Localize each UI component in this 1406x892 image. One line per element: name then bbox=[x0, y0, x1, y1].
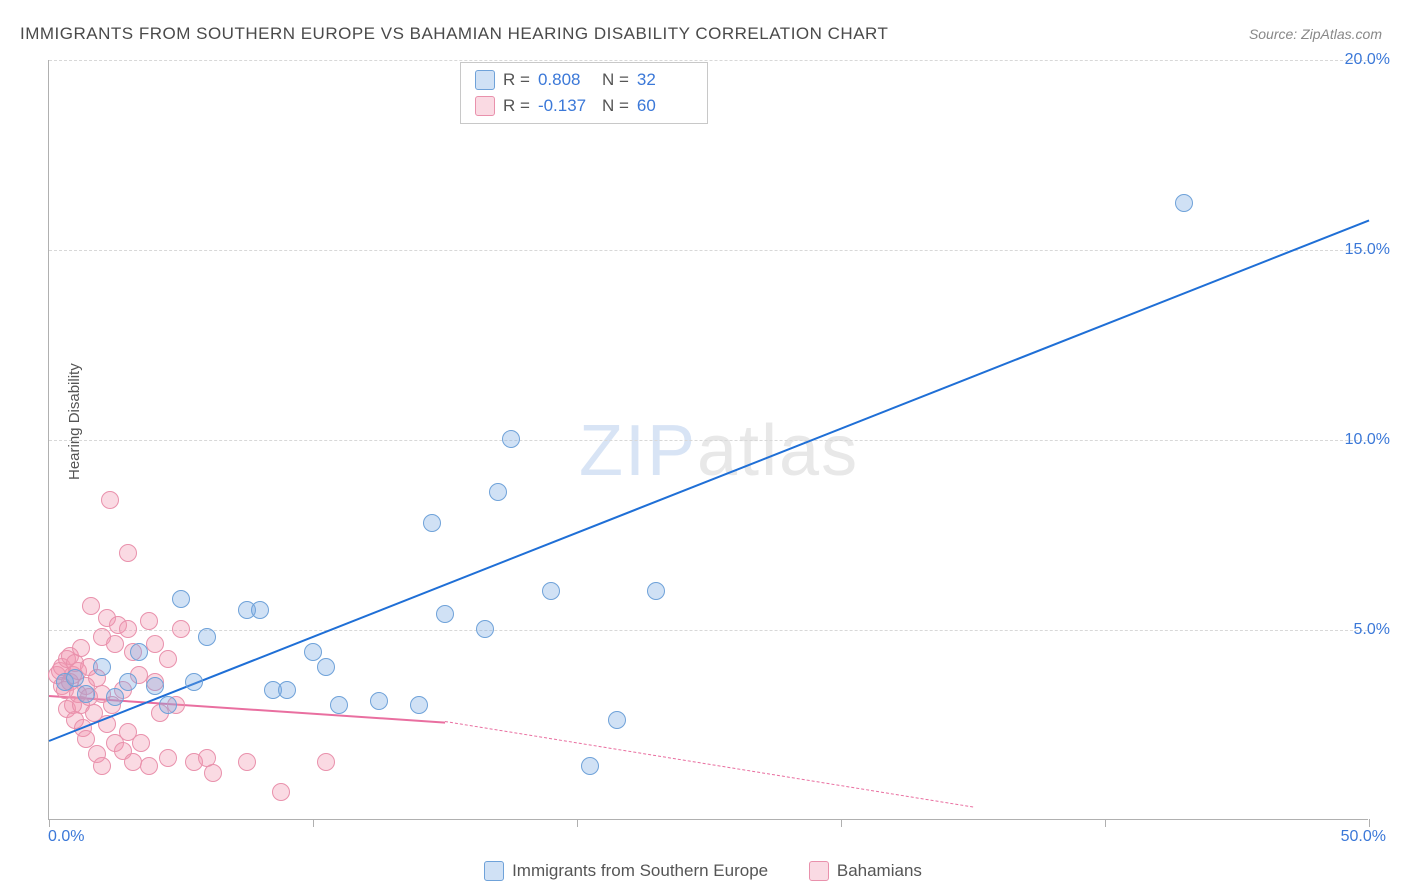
data-point bbox=[101, 491, 119, 509]
legend-swatch-series-1 bbox=[809, 861, 829, 881]
y-tick-label: 15.0% bbox=[1345, 241, 1390, 259]
data-point bbox=[410, 696, 428, 714]
y-tick-label: 20.0% bbox=[1345, 51, 1390, 69]
data-point bbox=[146, 635, 164, 653]
data-point bbox=[423, 514, 441, 532]
data-point bbox=[436, 605, 454, 623]
data-point bbox=[93, 757, 111, 775]
plot: ZIPatlas bbox=[48, 60, 1368, 820]
x-tick bbox=[49, 819, 50, 827]
x-tick-label-max: 50.0% bbox=[1341, 828, 1386, 846]
data-point bbox=[647, 582, 665, 600]
gridline-h bbox=[49, 440, 1368, 441]
legend-item-1: Bahamians bbox=[809, 861, 922, 881]
data-point bbox=[93, 658, 111, 676]
chart-area: ZIPatlas Hearing Disability bbox=[48, 60, 1368, 820]
gridline-h bbox=[49, 250, 1368, 251]
data-point bbox=[251, 601, 269, 619]
data-point bbox=[198, 628, 216, 646]
data-point bbox=[172, 620, 190, 638]
data-point bbox=[172, 590, 190, 608]
gridline-h bbox=[49, 60, 1368, 61]
y-tick-label: 5.0% bbox=[1354, 621, 1390, 639]
data-point bbox=[159, 650, 177, 668]
data-point bbox=[370, 692, 388, 710]
data-point bbox=[185, 673, 203, 691]
legend-swatch-1 bbox=[475, 96, 495, 116]
trend-line bbox=[49, 220, 1370, 742]
gridline-h bbox=[49, 630, 1368, 631]
data-point bbox=[317, 658, 335, 676]
data-point bbox=[106, 688, 124, 706]
x-tick bbox=[577, 819, 578, 827]
data-point bbox=[119, 544, 137, 562]
data-point bbox=[502, 430, 520, 448]
data-point bbox=[140, 612, 158, 630]
r-label-0: R = bbox=[503, 67, 530, 93]
data-point bbox=[119, 620, 137, 638]
legend-stats-row-1: R = -0.137 N = 60 bbox=[475, 93, 693, 119]
data-point bbox=[119, 673, 137, 691]
data-point bbox=[489, 483, 507, 501]
n-label-0: N = bbox=[602, 67, 629, 93]
data-point bbox=[238, 753, 256, 771]
watermark-zip: ZIP bbox=[579, 411, 697, 491]
data-point bbox=[82, 597, 100, 615]
data-point bbox=[72, 639, 90, 657]
data-point bbox=[106, 635, 124, 653]
data-point bbox=[77, 685, 95, 703]
data-point bbox=[132, 734, 150, 752]
n-value-0: 32 bbox=[637, 67, 693, 93]
y-tick-label: 10.0% bbox=[1345, 431, 1390, 449]
y-axis-label: Hearing Disability bbox=[66, 363, 83, 480]
data-point bbox=[581, 757, 599, 775]
legend-swatch-0 bbox=[475, 70, 495, 90]
data-point bbox=[608, 711, 626, 729]
watermark: ZIPatlas bbox=[579, 410, 859, 492]
data-point bbox=[317, 753, 335, 771]
legend-stats: R = 0.808 N = 32 R = -0.137 N = 60 bbox=[460, 62, 708, 124]
x-tick bbox=[313, 819, 314, 827]
data-point bbox=[272, 783, 290, 801]
legend-stats-row-0: R = 0.808 N = 32 bbox=[475, 67, 693, 93]
x-tick bbox=[1369, 819, 1370, 827]
data-point bbox=[146, 677, 164, 695]
x-tick-label-min: 0.0% bbox=[48, 828, 84, 846]
r-value-0: 0.808 bbox=[538, 67, 594, 93]
data-point bbox=[1175, 194, 1193, 212]
data-point bbox=[204, 764, 222, 782]
data-point bbox=[304, 643, 322, 661]
data-point bbox=[159, 696, 177, 714]
data-point bbox=[140, 757, 158, 775]
trend-line bbox=[445, 721, 973, 807]
n-value-1: 60 bbox=[637, 93, 693, 119]
data-point bbox=[542, 582, 560, 600]
x-tick bbox=[1105, 819, 1106, 827]
n-label-1: N = bbox=[602, 93, 629, 119]
data-point bbox=[330, 696, 348, 714]
chart-title: IMMIGRANTS FROM SOUTHERN EUROPE VS BAHAM… bbox=[20, 24, 888, 44]
legend-label-1: Bahamians bbox=[837, 861, 922, 881]
x-tick bbox=[841, 819, 842, 827]
legend-swatch-series-0 bbox=[484, 861, 504, 881]
data-point bbox=[278, 681, 296, 699]
r-label-1: R = bbox=[503, 93, 530, 119]
r-value-1: -0.137 bbox=[538, 93, 594, 119]
legend-item-0: Immigrants from Southern Europe bbox=[484, 861, 768, 881]
data-point bbox=[130, 643, 148, 661]
legend-series: Immigrants from Southern Europe Bahamian… bbox=[0, 861, 1406, 886]
data-point bbox=[476, 620, 494, 638]
source-label: Source: ZipAtlas.com bbox=[1249, 26, 1382, 42]
data-point bbox=[159, 749, 177, 767]
legend-label-0: Immigrants from Southern Europe bbox=[512, 861, 768, 881]
